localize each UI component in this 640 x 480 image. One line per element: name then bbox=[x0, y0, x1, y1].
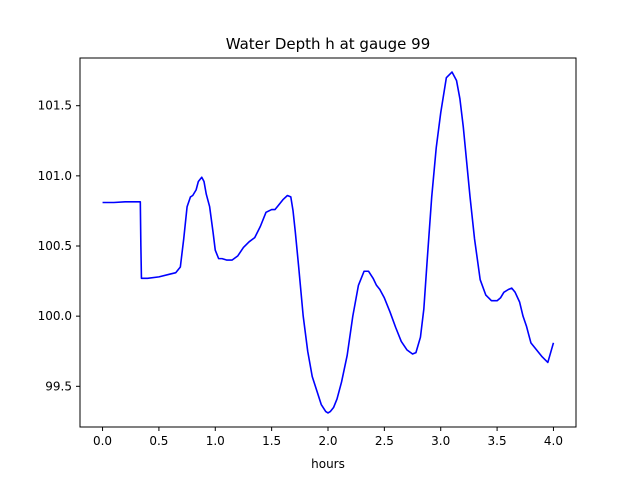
series-line-0 bbox=[102, 71, 555, 414]
x-tick-label: 4.0 bbox=[544, 434, 563, 448]
x-axis-label: hours bbox=[311, 457, 345, 471]
x-tick-label: 0.5 bbox=[149, 434, 168, 448]
x-tick-label: 2.0 bbox=[318, 434, 337, 448]
y-tick-label: 101.0 bbox=[38, 169, 72, 183]
x-tick-label: 0.0 bbox=[93, 434, 112, 448]
plot-area: 0.0 0.5 1.0 1.5 2.0 2.5 3.0 3.5 4.0 99.5 100.0 100… bbox=[38, 57, 577, 448]
chart-title: Water Depth h at gauge 99 bbox=[226, 35, 431, 53]
x-tick-label: 1.5 bbox=[262, 434, 281, 448]
x-tick-label: 3.0 bbox=[431, 434, 450, 448]
y-axis-ticks: 99.5 100.0 100.5 101.0 101.5 bbox=[38, 99, 80, 393]
y-tick-label: 100.0 bbox=[38, 309, 72, 323]
y-tick-label: 99.5 bbox=[45, 379, 72, 393]
series-layer bbox=[102, 71, 555, 414]
x-tick-label: 2.5 bbox=[375, 434, 394, 448]
x-tick-label: 3.5 bbox=[488, 434, 507, 448]
y-tick-label: 101.5 bbox=[38, 99, 72, 113]
plot-frame bbox=[79, 57, 577, 428]
x-tick-label: 1.0 bbox=[206, 434, 225, 448]
y-tick-label: 100.5 bbox=[38, 239, 72, 253]
x-axis-ticks: 0.0 0.5 1.0 1.5 2.0 2.5 3.0 3.5 4.0 bbox=[93, 427, 563, 448]
